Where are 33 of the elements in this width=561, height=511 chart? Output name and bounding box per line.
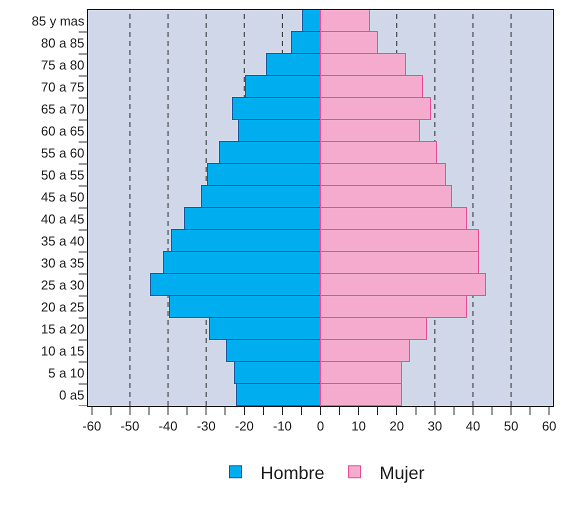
x-tick-label: 0 xyxy=(316,418,324,434)
x-tick-label: -50 xyxy=(120,418,140,434)
x-tick-label: -40 xyxy=(158,418,178,434)
x-tick-label: 60 xyxy=(542,418,556,434)
y-tick-label: 10 a 15 xyxy=(41,344,84,359)
x-tick-label: 10 xyxy=(351,418,366,434)
x-tick-label: 20 xyxy=(389,418,404,434)
y-tick-label: 40 a 45 xyxy=(41,212,84,227)
y-tick-label: 55 a 60 xyxy=(41,146,84,161)
x-tick-label: 30 xyxy=(428,418,442,434)
y-tick-label: 35 a 40 xyxy=(41,234,84,249)
y-tick-label: 80 a 85 xyxy=(41,36,84,51)
y-tick-label: 65 a 70 xyxy=(41,102,84,117)
y-tick-label: 5 a 10 xyxy=(48,366,84,381)
x-tick-label: 40 xyxy=(466,418,480,434)
x-tick-label: -10 xyxy=(272,418,292,434)
legend-label: Mujer xyxy=(380,462,425,483)
legend-label: Hombre xyxy=(260,462,325,483)
y-tick-label: 60 a 65 xyxy=(41,124,84,139)
y-tick-label: 20 a 25 xyxy=(41,300,84,315)
x-tick-label: -60 xyxy=(82,418,102,434)
y-tick-label: 50 a 55 xyxy=(41,168,84,183)
y-tick-label: 85 y mas xyxy=(32,14,85,29)
x-tick-label: -20 xyxy=(234,418,254,434)
y-tick-label: 45 a 50 xyxy=(41,190,84,205)
y-tick-label: 30 a 35 xyxy=(41,256,84,271)
y-tick-label: 0 a5 xyxy=(59,388,84,403)
y-tick-label: 25 a 30 xyxy=(41,278,84,293)
x-tick-label: 50 xyxy=(504,418,518,434)
y-tick-label: 15 a 20 xyxy=(41,322,84,337)
y-tick-label: 75 a 80 xyxy=(41,58,84,73)
y-tick-label: 70 a 75 xyxy=(41,80,84,95)
x-tick-label: -30 xyxy=(196,418,216,434)
